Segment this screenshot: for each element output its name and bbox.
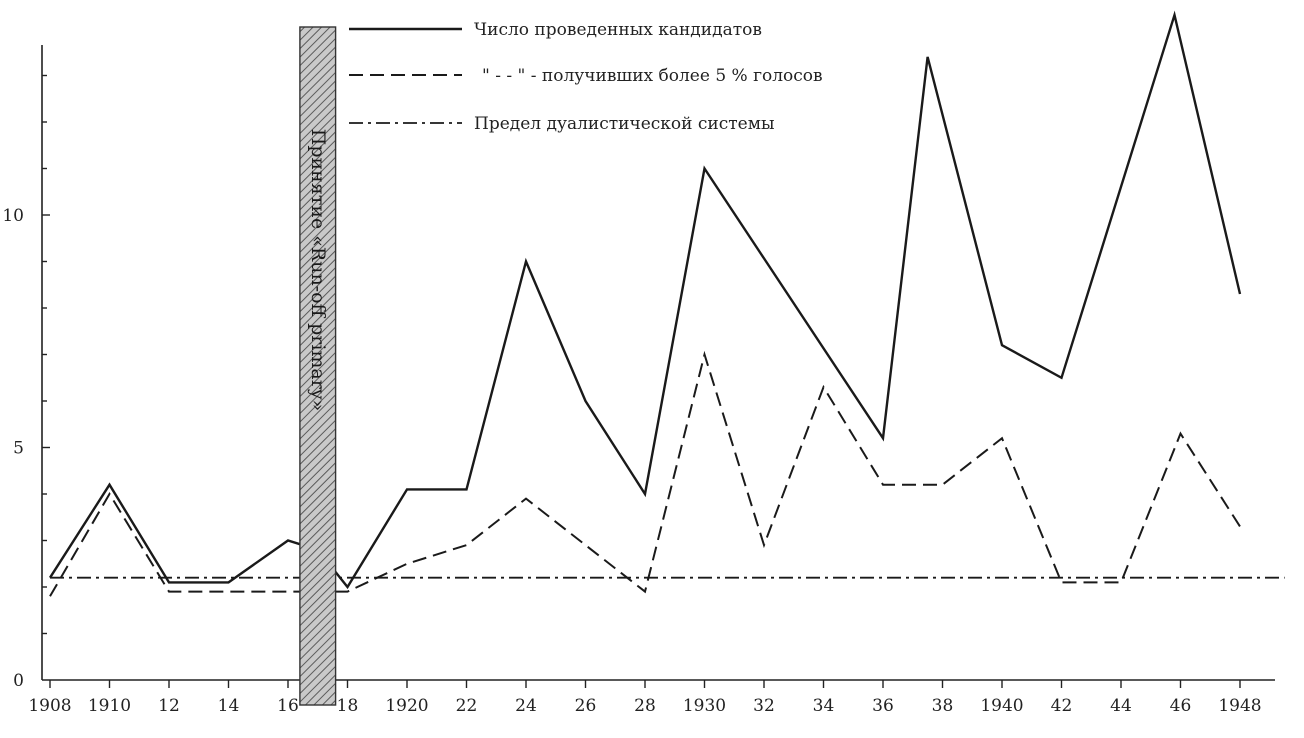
x-tick-label: 46 [1170,696,1192,716]
x-axis: 1908 1910 12 14 16 18 1920 22 24 26 28 1930 32 34 36 38… [28,679,1275,716]
x-tick-label: 38 [932,696,954,716]
legend-label-2: " - - " - получивших более 5 % голосов [482,66,823,86]
x-tick-label: 12 [158,696,180,716]
x-tick-label: 28 [634,696,656,716]
x-tick-labels: 1908 1910 12 14 16 18 1920 22 24 26 28 1930 32 34 36 38… [28,696,1261,716]
annotation-bar: Принятие «Run-off primary» [299,26,337,706]
y-tick-labels: 0 5 10 [2,206,24,691]
x-tick-label: 1920 [385,696,428,716]
x-tick-label: 24 [515,696,537,716]
x-tick-label: 1940 [980,696,1023,716]
x-tick-label: 26 [575,696,597,716]
y-axis: 0 5 10 [2,45,50,691]
x-tick-label: 16 [277,696,299,716]
x-tick-label: 36 [872,696,894,716]
y-tick-label: 5 [13,439,24,459]
x-tick-label: 18 [337,696,359,716]
x-tick-label: 42 [1051,696,1073,716]
series-line-1 [48,10,1242,590]
legend: Число проведенных кандидатов " - - " - по… [349,20,823,134]
x-tick-label: 32 [753,696,775,716]
annotation-label: Принятие «Run-off primary» [307,129,329,411]
x-tick-label: 14 [218,696,240,716]
series-layer [48,10,1285,597]
x-tick-label: 22 [456,696,478,716]
x-tick-label: 34 [813,696,835,716]
annotation-hatched-bar [299,26,337,706]
y-tick-label: 0 [13,671,24,691]
legend-label-3: Предел дуалистической системы [474,114,775,134]
x-ticks [49,680,1241,688]
x-tick-label: 1948 [1218,696,1261,716]
x-tick-label: 44 [1110,696,1132,716]
series-line-2 [49,350,1241,597]
x-tick-label: 1930 [683,696,726,716]
x-tick-label: 1908 [28,696,71,716]
y-minor-ticks [42,74,50,635]
y-tick-label: 10 [2,206,24,226]
x-tick-label: 1910 [88,696,131,716]
legend-label-1: Число проведенных кандидатов [474,20,762,40]
